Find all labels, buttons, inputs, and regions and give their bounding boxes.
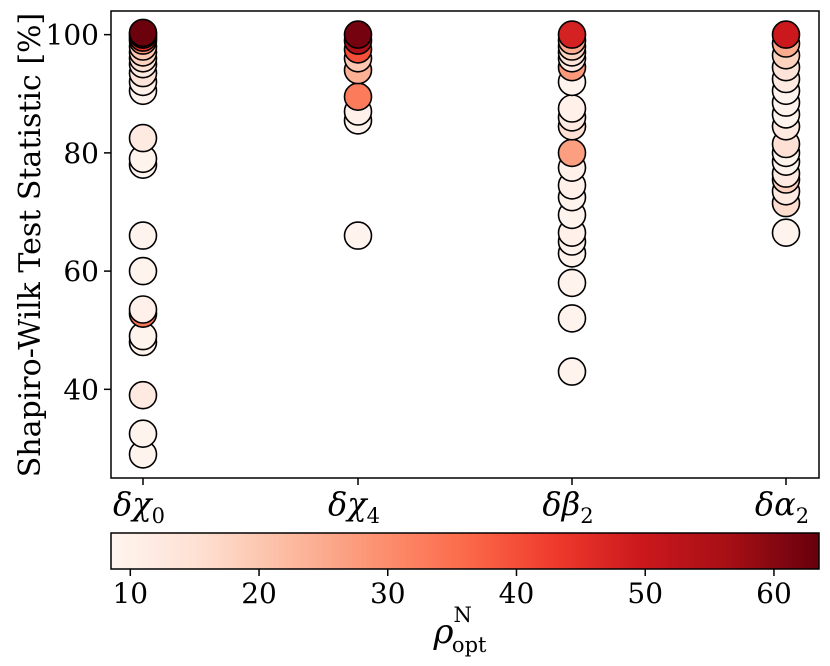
data-point: [128, 256, 158, 286]
data-point: [771, 20, 801, 49]
data-point: [128, 123, 158, 153]
data-point: [557, 20, 587, 49]
data-point: [771, 218, 801, 247]
data-point: [557, 304, 587, 333]
data-point: [557, 94, 587, 123]
data-point: [128, 380, 158, 410]
y-tick-label: 60: [63, 255, 99, 288]
colorbar-tick-label: 50: [627, 577, 663, 610]
colorbar-axis: 10 20 30 40 50 60: [112, 569, 792, 610]
x-tick-label: δα2: [755, 485, 809, 528]
x-tick-label: δχ4: [328, 485, 380, 528]
points-layer: [128, 18, 801, 469]
colorbar-label: ρN opt: [433, 603, 487, 657]
colorbar: [110, 532, 820, 570]
data-point: [557, 357, 587, 386]
colorbar-tick-label: 30: [370, 577, 406, 610]
colorbar-tick-label: 60: [756, 577, 792, 610]
data-point: [343, 20, 373, 49]
data-point: [343, 82, 373, 111]
data-point: [557, 268, 587, 298]
y-tick-label: 80: [63, 137, 99, 170]
colorbar-tick-label: 40: [499, 577, 535, 610]
data-point: [128, 18, 158, 48]
data-point: [343, 221, 373, 250]
data-point: [128, 221, 158, 250]
x-tick-label: δβ2: [542, 485, 593, 528]
plot-frame: [110, 10, 820, 479]
y-axis: 40 60 80 100: [46, 19, 111, 406]
colorbar-tick-label: 10: [112, 577, 148, 610]
colorbar-tick-label: 20: [241, 577, 277, 610]
x-axis: δχ0 δχ4 δβ2 δα2: [113, 478, 809, 528]
data-point: [128, 295, 158, 324]
colorbar-label-sup: N: [454, 603, 472, 627]
colorbar-label-sub: opt: [452, 633, 487, 657]
colorbar-label-main: ρ: [433, 612, 454, 652]
y-axis-label: Shapiro-Wilk Test Statistic [%]: [13, 13, 48, 478]
data-point: [557, 138, 587, 168]
y-tick-label: 100: [46, 19, 99, 52]
y-tick-label: 40: [63, 373, 99, 406]
data-point: [128, 419, 158, 449]
x-tick-label: δχ0: [113, 485, 165, 528]
